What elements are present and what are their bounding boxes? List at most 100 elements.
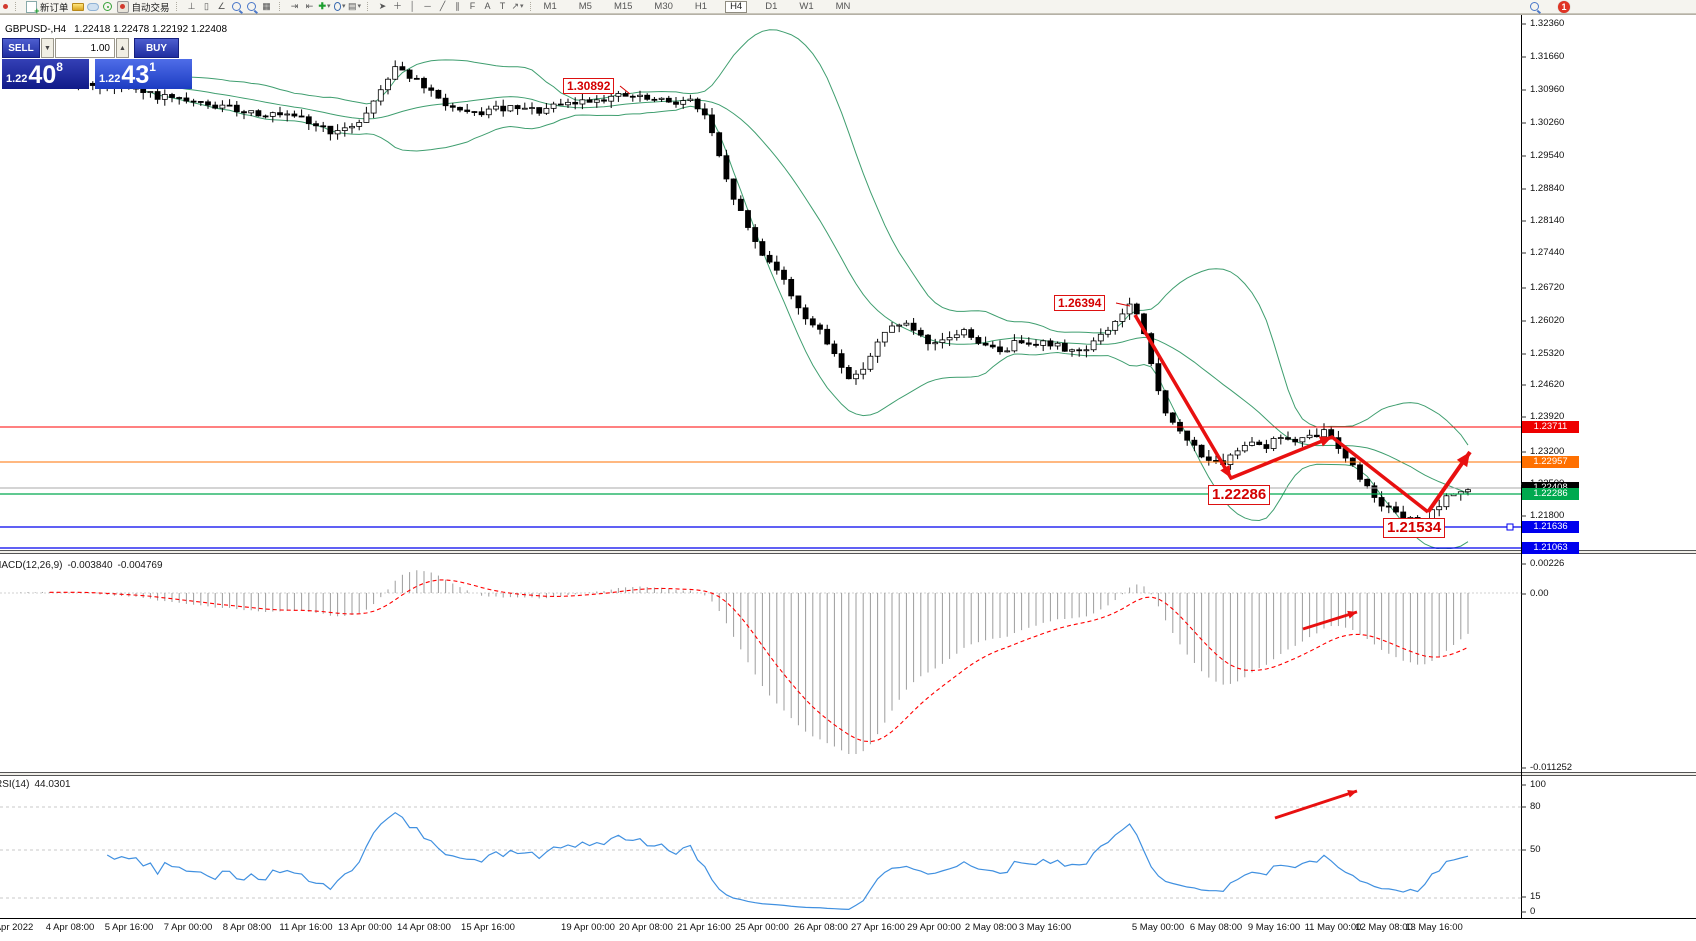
rsi-levels <box>0 806 1521 899</box>
auto-scroll-icon[interactable]: ⇤ <box>305 1 314 11</box>
sell-price-display[interactable]: 1.22 40 8 <box>2 59 89 89</box>
price-annotation[interactable]: 1.21534 <box>1383 518 1446 538</box>
price-annotation[interactable]: 1.22286 <box>1208 485 1271 505</box>
rsi-axis-tick: 80 <box>1530 801 1541 812</box>
price-axis-tick: 1.24620 <box>1530 379 1565 390</box>
horizontal-line-icon[interactable]: ─ <box>424 1 431 11</box>
rsi-name: RSI(14) <box>0 779 30 790</box>
timeframe-button-w1[interactable]: W1 <box>799 0 814 12</box>
date-axis-label: 13 Apr 00:00 <box>338 922 392 933</box>
date-axis-label: 9 May 16:00 <box>1247 922 1301 933</box>
vertical-line-icon[interactable]: │ <box>409 1 416 11</box>
gold-symbol-icon[interactable] <box>71 1 84 12</box>
zoom-in-icon[interactable] <box>231 1 243 12</box>
timeframe-button-m5[interactable]: M5 <box>578 0 592 12</box>
templates-icon[interactable]: ▤ ▾ <box>348 1 362 11</box>
axis-price-label: 1.22957 <box>1522 456 1579 468</box>
buy-price-big: 43 <box>121 61 150 90</box>
toolbar-grip <box>529 2 534 11</box>
date-axis-label: 5 May 00:00 <box>1131 922 1185 933</box>
macd-signal-line <box>49 579 1469 743</box>
bar-chart-icon[interactable]: ⊥ <box>187 1 196 11</box>
price-axis-tick: 1.26020 <box>1530 315 1565 326</box>
date-axis-label: 14 Apr 08:00 <box>397 922 451 933</box>
cursor-icon[interactable]: ➤ <box>378 1 387 11</box>
date-axis-label: 15 Apr 16:00 <box>461 922 515 933</box>
toolbar-grip <box>278 2 283 11</box>
sell-button[interactable]: SELL <box>2 38 40 58</box>
date-axis-label: 13 May 16:00 <box>1405 922 1463 933</box>
date-axis-label: 8 Apr 08:00 <box>222 922 272 933</box>
chart-shift-icon[interactable]: ⇥ <box>290 1 299 11</box>
arrows-icon[interactable]: ↗ ▾ <box>511 1 524 11</box>
periods-icon[interactable]: ▾ <box>333 1 346 12</box>
volume-increase-button[interactable]: ▲ <box>116 38 129 58</box>
crosshair-icon[interactable]: ＋ <box>393 1 403 11</box>
new-order-button[interactable]: 新订单 <box>40 2 69 14</box>
timeframe-button-m30[interactable]: M30 <box>654 0 673 12</box>
rsi-axis-tick: 50 <box>1530 844 1541 855</box>
buy-price-display[interactable]: 1.22 43 1 <box>95 59 192 89</box>
trend-arrows[interactable] <box>1133 314 1472 820</box>
fibonacci-icon[interactable]: F <box>469 1 476 11</box>
new-order-icon[interactable] <box>25 0 40 16</box>
toolbar-grip <box>366 2 371 11</box>
timeframe-button-mn[interactable]: MN <box>835 0 851 12</box>
date-axis-label: 11 May 00:00 <box>1304 922 1362 933</box>
price-annotation[interactable]: 1.30892 <box>563 78 615 95</box>
axis-price-label: 1.23711 <box>1522 421 1579 433</box>
macd-axis-tick: 0.00 <box>1530 588 1549 599</box>
price-axis-tick: 1.25320 <box>1530 348 1565 359</box>
rsi-axis-tick: 100 <box>1530 779 1546 790</box>
signal-icon[interactable] <box>102 1 114 12</box>
zoom-out-icon[interactable] <box>246 1 258 12</box>
rsi-axis-tick: 15 <box>1530 891 1541 902</box>
indicators-icon[interactable]: ✚ ▾ <box>318 1 331 11</box>
tile-windows-icon[interactable]: ▦ <box>262 1 271 11</box>
text-label-icon[interactable]: T <box>499 1 506 11</box>
autotrade-icon[interactable] <box>116 0 129 13</box>
rsi-indicator-label: RSI(14) 44.0301 <box>0 779 76 790</box>
buy-price-prefix: 1.22 <box>99 73 121 85</box>
buy-button[interactable]: BUY <box>134 38 179 58</box>
price-axis-tick: 1.28840 <box>1530 183 1565 194</box>
cloud-icon[interactable] <box>86 1 99 12</box>
notification-badge[interactable]: 1 <box>1558 1 1570 13</box>
sell-price-prefix: 1.22 <box>6 73 28 85</box>
date-axis-label: 27 Apr 16:00 <box>851 922 905 933</box>
timeframe-button-d1[interactable]: D1 <box>765 0 778 12</box>
price-axis-tick: 1.27440 <box>1530 247 1565 258</box>
toolbar-grip <box>175 2 180 11</box>
price-axis-tick: 1.26720 <box>1530 282 1565 293</box>
volume-decrease-button[interactable]: ▼ <box>41 38 54 58</box>
sell-price-sup: 8 <box>56 60 63 74</box>
buy-price-sup: 1 <box>149 60 156 74</box>
volume-input[interactable] <box>55 38 115 58</box>
main-toolbar: 新订单 自动交易 ⊥ ▯ ∠ ▦ ⇥ ⇤ ✚▾ ▾ ▤▾ ➤ ＋ │ ─ ╱ ∥… <box>0 0 1696 16</box>
date-axis-label: 25 Apr 00:00 <box>735 922 789 933</box>
axis-price-label: 1.22286 <box>1522 488 1579 500</box>
annotation-connectors <box>619 85 1131 307</box>
date-axis-label: 6 May 08:00 <box>1189 922 1243 933</box>
price-annotation[interactable]: 1.26394 <box>1054 295 1106 312</box>
date-axis-label: 2 May 08:00 <box>964 922 1018 933</box>
timeframe-button-m15[interactable]: M15 <box>613 0 633 12</box>
text-icon[interactable]: A <box>484 1 491 11</box>
timeframe-button-h4[interactable]: H4 <box>725 0 748 13</box>
channel-icon[interactable]: ∥ <box>455 1 460 11</box>
auto-trading-button[interactable]: 自动交易 <box>131 2 170 14</box>
timeframe-button-h1[interactable]: H1 <box>694 0 708 12</box>
trendline-icon[interactable]: ╱ <box>439 1 446 11</box>
toolbar-grip <box>15 2 19 11</box>
timeframe-button-m1[interactable]: M1 <box>543 0 557 12</box>
line-chart-icon[interactable]: ∠ <box>217 1 226 11</box>
price-axis-tick: 1.32360 <box>1530 18 1565 29</box>
search-icon[interactable] <box>1528 1 1540 12</box>
price-axis-tick: 1.21800 <box>1530 510 1565 521</box>
axis-price-label: 1.21636 <box>1522 521 1579 533</box>
date-axis-label: 26 Apr 08:00 <box>794 922 848 933</box>
candle-chart-icon[interactable]: ▯ <box>204 1 209 11</box>
rsi-value: 44.0301 <box>34 779 71 790</box>
